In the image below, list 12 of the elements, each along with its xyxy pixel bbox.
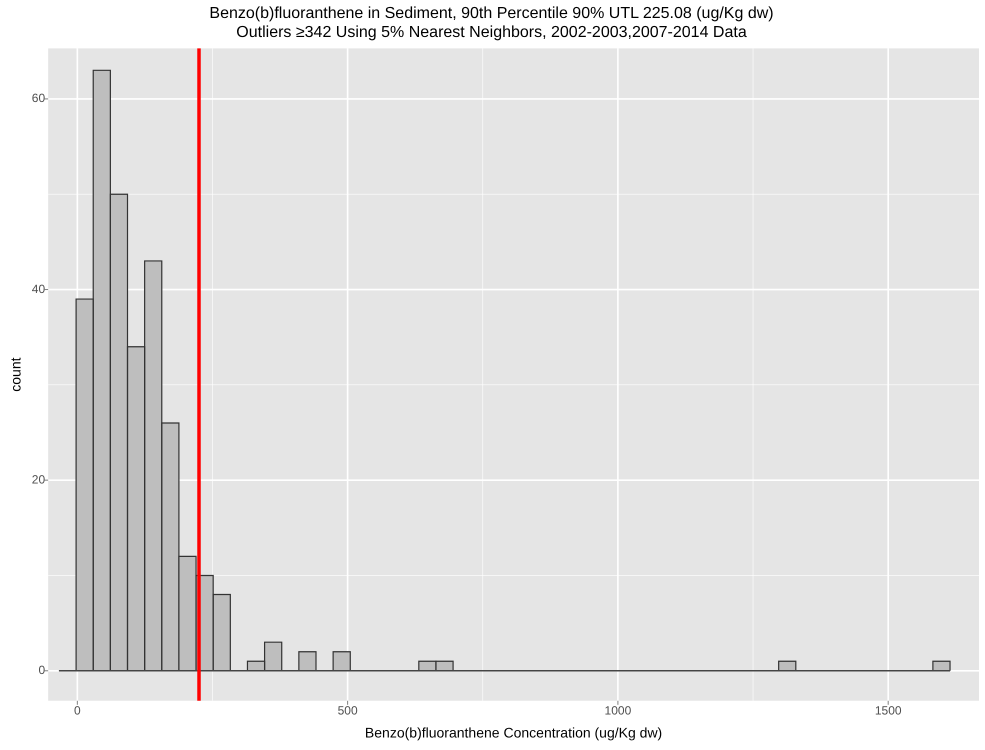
x-tick-label: 500 (338, 703, 358, 718)
y-tick-label: 0 (38, 663, 46, 678)
y-tick-label: 20 (32, 472, 46, 486)
x-tick-label: 1000 (604, 703, 632, 718)
y-tick-label: 60 (32, 91, 46, 106)
x-tick-label: 0 (74, 703, 81, 718)
chart-subtitle: Outliers ≥342 Using 5% Nearest Neighbors, 2002-2003,2007-2014 Data (236, 24, 747, 42)
y-tick-label: 40 (32, 282, 46, 296)
x-tick-label: 1500 (874, 703, 902, 718)
y-axis-title: count (7, 357, 24, 392)
chart-title: Benzo(b)fluoranthene in Sediment, 90th Percentile 90% UTL 225.08 (ug/Kg dw) (209, 5, 774, 22)
x-axis-title: Benzo(b)fluoranthene Concentration (ug/Kg dw) (364, 724, 662, 740)
